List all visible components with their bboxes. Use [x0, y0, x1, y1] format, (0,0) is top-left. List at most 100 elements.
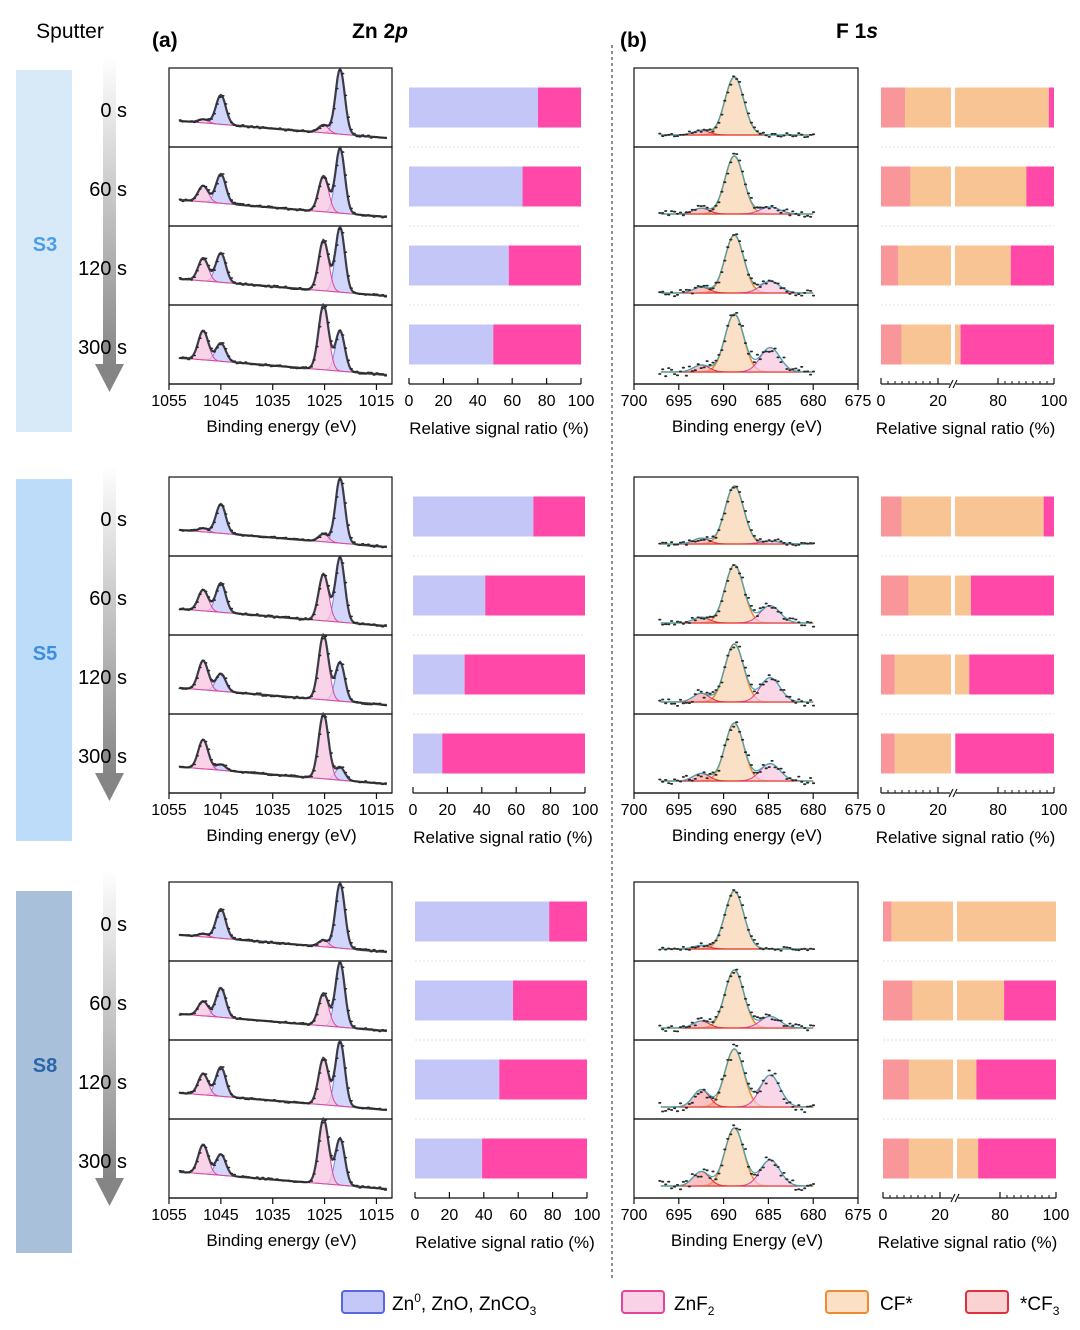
zn-ratio-x-tick-label: 40 — [475, 1207, 493, 1224]
data-points — [178, 635, 388, 707]
f1s-x-axis-title: Binding energy (eV) — [672, 826, 822, 845]
panel-a-title: Zn 2p — [352, 20, 408, 43]
f-ratio-x-tick-label: 80 — [989, 802, 1007, 819]
f-ratio-x-tick-label: 100 — [1041, 393, 1068, 410]
cf-component — [660, 234, 814, 294]
zn-ratio-x-tick-label: 60 — [503, 393, 521, 410]
zn-ratio-x-tick-label: 20 — [435, 393, 453, 410]
cf-component — [660, 890, 814, 950]
zn2p-x-tick-label: 1035 — [255, 393, 291, 410]
zn0-component — [179, 147, 387, 218]
f1s-x-tick-label: 675 — [845, 393, 872, 410]
axis-break-mask — [950, 380, 956, 388]
f1s-x-axis-title: Binding energy (eV) — [672, 417, 822, 436]
f1s-x-tick-label: 700 — [621, 802, 648, 819]
zn0-component — [179, 556, 387, 627]
data-points — [658, 485, 816, 547]
sputter-time-label: 300 s — [78, 1151, 127, 1173]
fit-envelope — [660, 485, 813, 545]
f1s-x-tick-label: 700 — [621, 1207, 648, 1224]
fit-envelope — [179, 145, 387, 219]
group-label: S3 — [33, 234, 57, 256]
fit-envelope — [179, 1038, 387, 1112]
axis-break-mask — [950, 789, 956, 797]
ratio-bar-cf3 — [881, 496, 902, 537]
ratio-bar-cf — [912, 980, 1005, 1021]
legend-swatch-znf2 — [621, 1290, 665, 1314]
fit-envelope — [179, 302, 387, 377]
legend-label-zn0: Zn0, ZnO, ZnCO3 — [392, 1291, 537, 1318]
data-points — [658, 152, 816, 218]
f-ratio-x-axis-title: Relative signal ratio (%) — [876, 419, 1056, 438]
ratio-bar-zn0 — [409, 245, 509, 286]
cf-component — [660, 1048, 814, 1108]
zn2p-x-tick-label: 1025 — [307, 393, 343, 410]
zn0-component — [179, 1040, 387, 1111]
fit-envelope — [179, 880, 387, 954]
group-s3-box — [16, 70, 72, 432]
f-ratio-x-tick-label: 80 — [989, 393, 1007, 410]
ratio-bar-znf2 — [442, 733, 585, 774]
zn2p-x-tick-label: 1035 — [255, 1207, 291, 1224]
data-points — [658, 721, 816, 786]
zn0-component — [179, 226, 387, 297]
ratio-bar-zn0 — [413, 575, 486, 616]
axis-break-gap — [951, 653, 955, 696]
axis-break-gap — [951, 165, 955, 208]
fit-envelope — [660, 1048, 813, 1108]
zn2p-x-tick-label: 1045 — [203, 802, 239, 819]
zn-ratio-x-tick-label: 20 — [439, 802, 457, 819]
ratio-bar-cf3 — [881, 87, 906, 128]
znf2-component — [179, 633, 387, 706]
zn-ratio-x-tick-label: 80 — [542, 802, 560, 819]
zn0-component — [179, 961, 387, 1032]
zn-ratio-x-tick-label: 60 — [507, 802, 525, 819]
f1s-x-tick-label: 690 — [710, 393, 737, 410]
cf-component — [660, 485, 814, 545]
zn-ratio-x-tick-label: 0 — [405, 393, 414, 410]
data-points — [178, 556, 388, 628]
legend: Zn0, ZnO, ZnCO3 ZnF2 CF* *CF3 — [341, 1290, 1060, 1318]
fit-envelope — [179, 632, 387, 707]
data-points — [658, 233, 816, 298]
ratio-bar-cf3 — [881, 733, 895, 774]
ratio-bar-zn0 — [415, 980, 514, 1021]
sputter-time-label: 60 s — [89, 179, 127, 201]
ratio-bar-cf3 — [881, 166, 911, 207]
data-points — [178, 961, 388, 1033]
f1s-x-axis-title: Binding Energy (eV) — [671, 1231, 823, 1250]
data-points — [658, 564, 816, 628]
axis-break-gap — [951, 732, 955, 775]
fit-envelope — [660, 234, 813, 294]
legend-swatch-zn0 — [341, 1290, 385, 1314]
f-ratio-x-tick-label: 100 — [1041, 802, 1068, 819]
legend-label-cf: CF* — [880, 1294, 913, 1315]
ratio-bar-znf2 — [533, 496, 585, 537]
axis-break-mark — [952, 788, 958, 798]
data-points — [178, 1042, 388, 1111]
znf2-component — [179, 712, 387, 785]
data-points — [658, 1043, 816, 1113]
sputter-time-label: 0 s — [100, 914, 127, 936]
legend-label-cf3: *CF3 — [1020, 1294, 1060, 1318]
ratio-bar-zn0 — [409, 87, 538, 128]
sputter-time-label: 120 s — [78, 667, 127, 689]
axis-break-gap — [951, 244, 955, 287]
zn-ratio-x-tick-label: 40 — [469, 393, 487, 410]
ratio-bar-cf — [894, 733, 956, 774]
ratio-bar-znf2 — [1026, 166, 1054, 207]
panel-a-letter: (a) — [152, 29, 178, 52]
ratio-bar-cf — [908, 575, 971, 616]
zn0-component — [179, 477, 387, 548]
f-ratio-x-tick-label: 100 — [1043, 1207, 1070, 1224]
f1s-x-tick-label: 685 — [755, 393, 782, 410]
ratio-bar-cf3 — [883, 1059, 909, 1100]
ratio-bar-cf3 — [881, 654, 895, 695]
ratio-bar-znf2 — [1043, 496, 1054, 537]
legend-swatch-cf3 — [965, 1290, 1009, 1314]
ratio-bar-cf — [910, 166, 1027, 207]
ratio-bar-zn0 — [409, 166, 523, 207]
zn2p-x-tick-label: 1055 — [151, 802, 187, 819]
